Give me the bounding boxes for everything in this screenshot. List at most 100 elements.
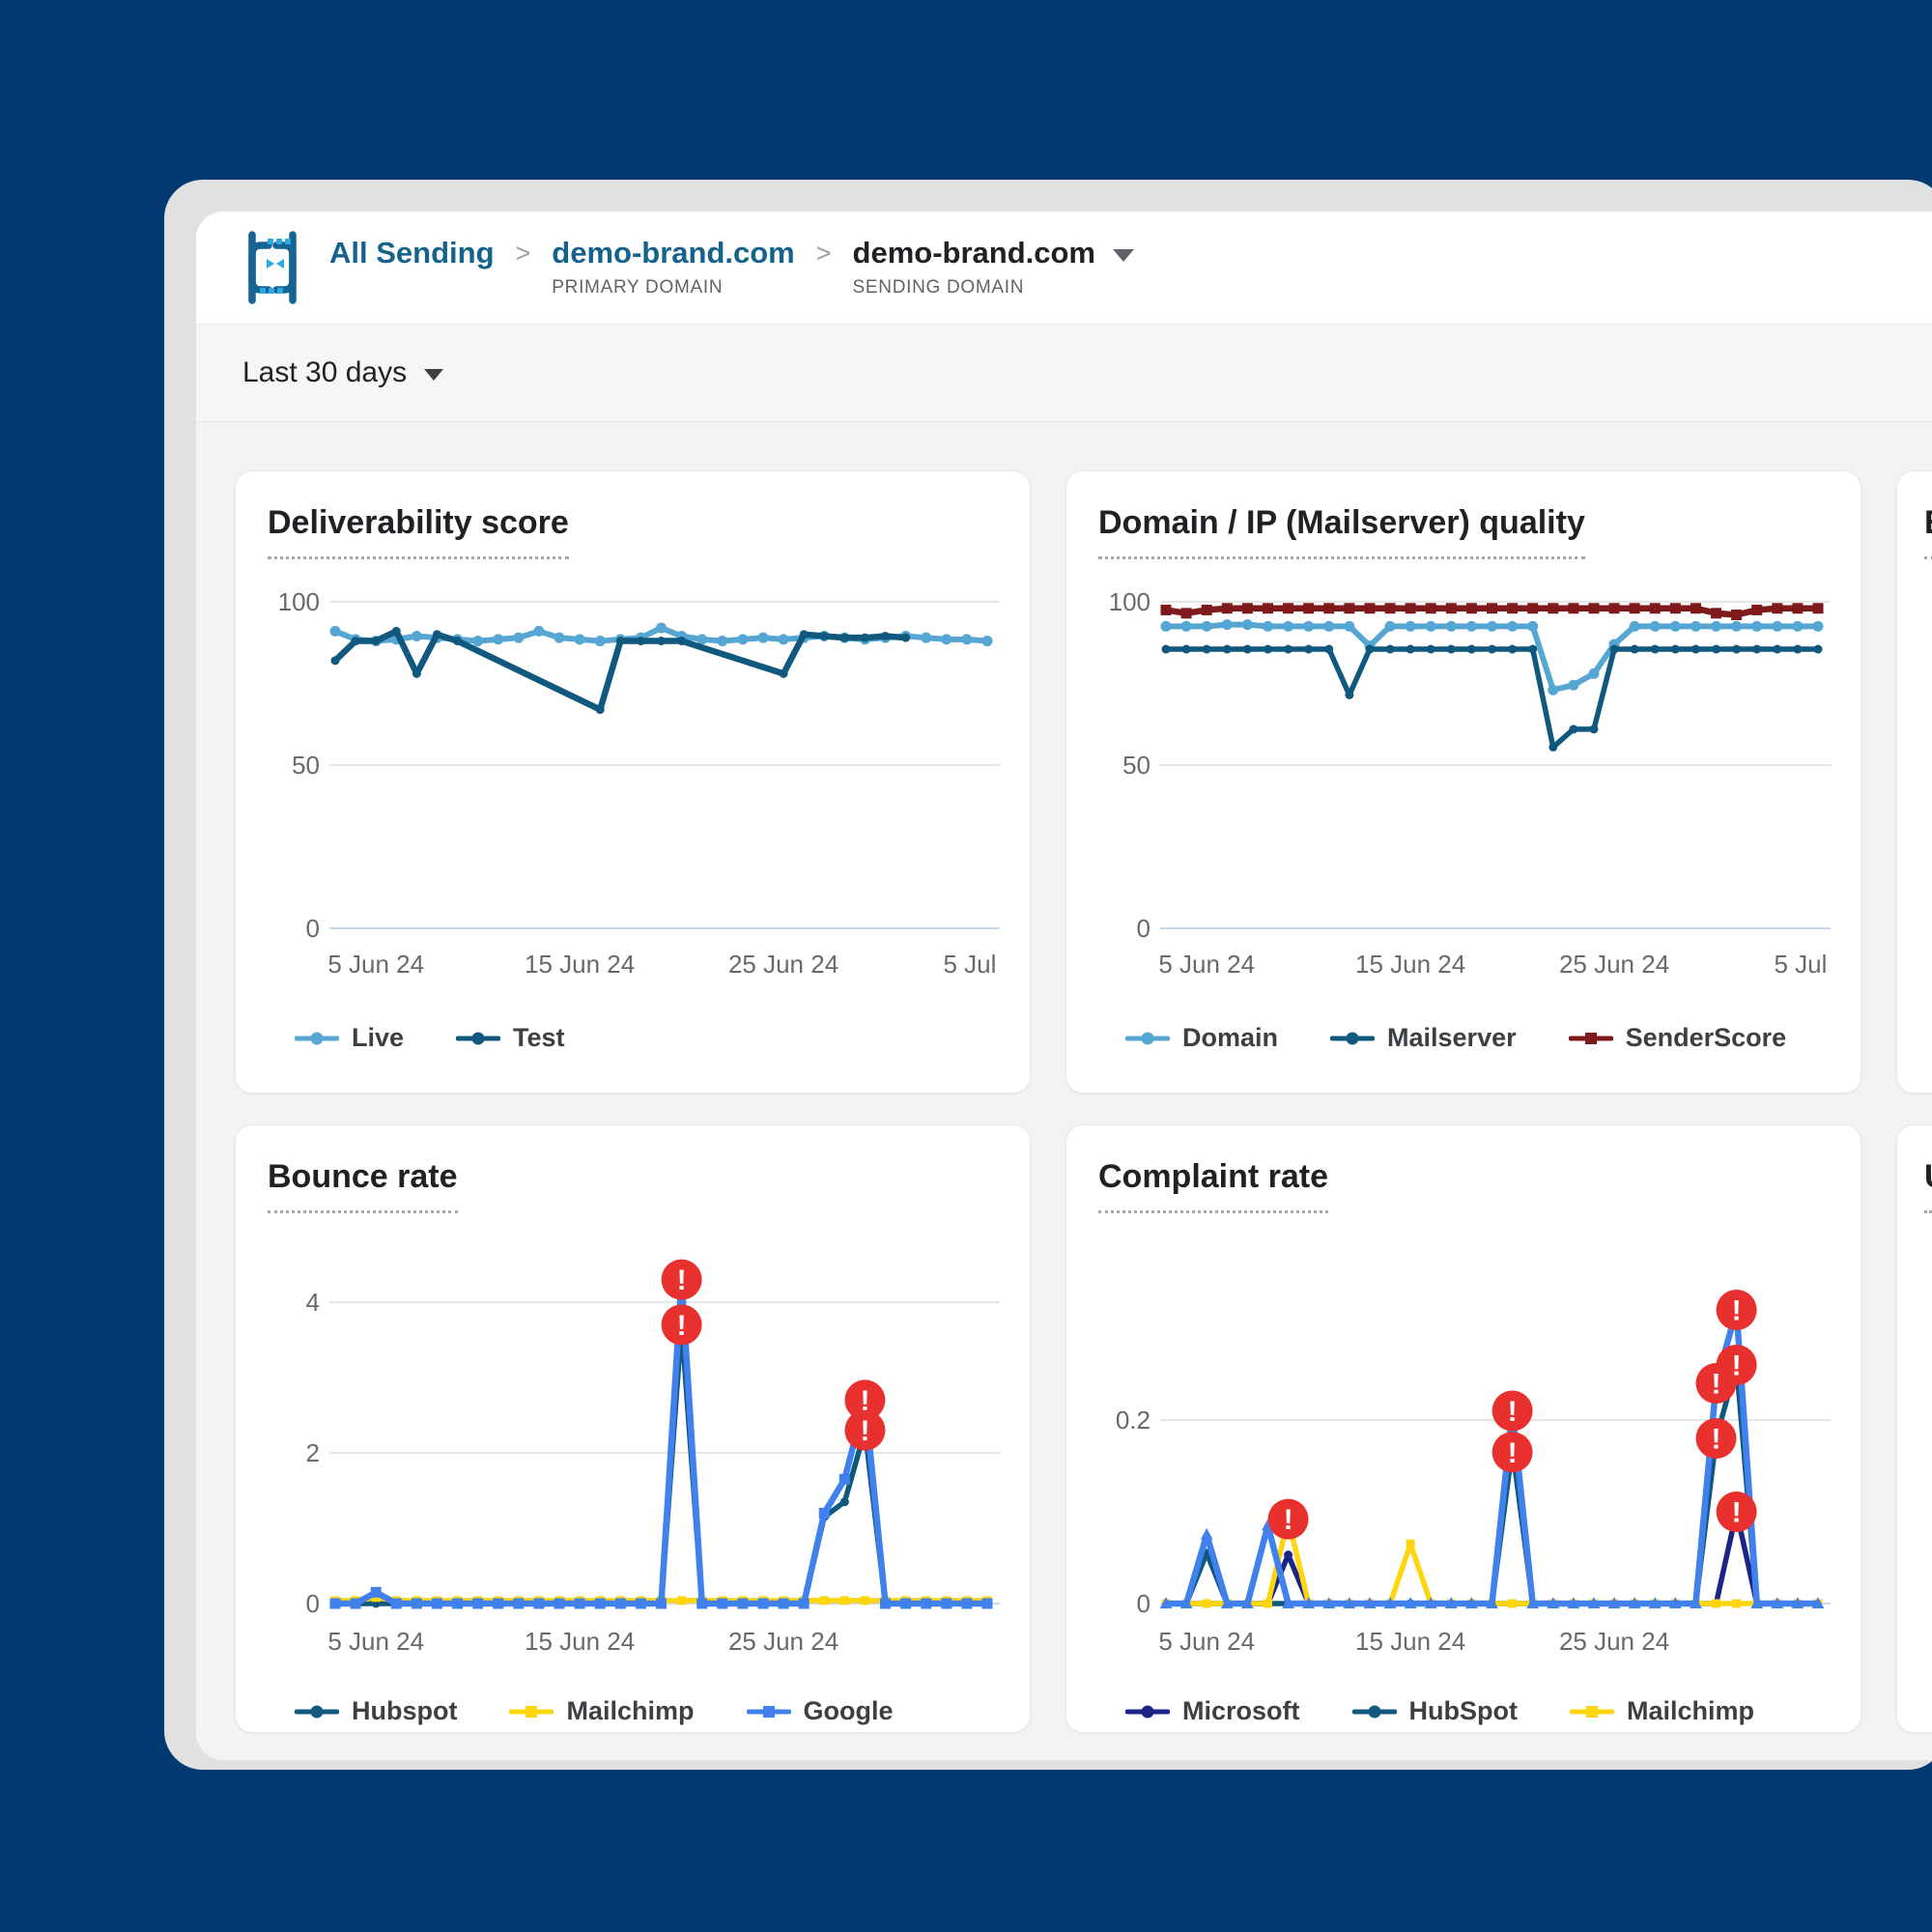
series-marker-google bbox=[1424, 1597, 1437, 1609]
legend-item-senderscore[interactable]: SenderScore bbox=[1568, 1023, 1787, 1053]
series-marker-senderscore bbox=[1344, 603, 1355, 614]
series-marker-test bbox=[371, 637, 381, 646]
series-marker-test bbox=[432, 630, 441, 639]
series-marker-google bbox=[1607, 1597, 1621, 1609]
series-marker-domain bbox=[1527, 620, 1539, 632]
series-marker-senderscore bbox=[1221, 603, 1233, 614]
series-marker-senderscore bbox=[1425, 603, 1436, 614]
series-marker-google bbox=[818, 1507, 830, 1519]
series-marker-domain bbox=[1548, 684, 1559, 696]
y-axis-label: 0 bbox=[306, 1589, 320, 1618]
chevron-down-icon[interactable] bbox=[424, 369, 444, 381]
svg-text:!: ! bbox=[677, 1264, 687, 1296]
legend-item-domain[interactable]: Domain bbox=[1125, 1023, 1278, 1053]
chart-legend: Domain Mailserver SenderScore bbox=[1098, 1023, 1829, 1053]
breadcrumb-item-sending-domain[interactable]: demo-brand.com SENDING DOMAIN bbox=[853, 237, 1134, 298]
svg-text:!: ! bbox=[1732, 1497, 1742, 1529]
chevron-right-icon: > bbox=[815, 239, 832, 269]
legend-label: HubSpot bbox=[1408, 1696, 1518, 1726]
legend-item-hubspot[interactable]: HubSpot bbox=[1351, 1696, 1518, 1726]
series-marker-domain bbox=[1160, 620, 1172, 632]
series-line-mailserver bbox=[1163, 646, 1821, 751]
legend-label: Mailchimp bbox=[1626, 1696, 1755, 1726]
breadcrumb-item-primary-domain[interactable]: demo-brand.com PRIMARY DOMAIN bbox=[552, 237, 794, 298]
series-marker-mailserver bbox=[1181, 644, 1191, 654]
series-marker-mailchimp bbox=[1712, 1599, 1721, 1608]
series-marker-test bbox=[391, 627, 401, 637]
series-marker-google bbox=[1771, 1597, 1784, 1609]
series-marker-senderscore bbox=[1772, 603, 1783, 614]
series-marker-domain bbox=[1731, 620, 1743, 632]
series-marker-test bbox=[595, 705, 605, 715]
y-axis-label: 100 bbox=[278, 587, 320, 616]
series-marker-google bbox=[594, 1598, 606, 1609]
breadcrumb-current-dropdown[interactable]: demo-brand.com bbox=[853, 237, 1134, 270]
series-marker-google bbox=[900, 1598, 912, 1609]
y-axis-label: 0 bbox=[1137, 1589, 1151, 1618]
series-marker-live bbox=[941, 634, 952, 645]
chart-legend: MicrosoftHubSpotMailchimpGoogle bbox=[1098, 1696, 1829, 1732]
series-marker-domain bbox=[1588, 668, 1600, 679]
series-marker-google bbox=[614, 1598, 626, 1609]
legend-item-mailchimp[interactable]: Mailchimp bbox=[509, 1696, 695, 1726]
y-axis-label: 50 bbox=[292, 751, 320, 780]
series-marker-senderscore bbox=[1588, 603, 1600, 614]
series-marker-domain bbox=[1792, 620, 1804, 632]
legend-swatch bbox=[1125, 1032, 1170, 1045]
warning-icon: ! bbox=[844, 1379, 886, 1421]
x-axis-label: 15 Jun 24 bbox=[1355, 1627, 1465, 1656]
legend-item-google[interactable]: Google bbox=[746, 1696, 894, 1726]
date-range-selector[interactable]: Last 30 days bbox=[242, 356, 408, 388]
series-marker-hubspot bbox=[839, 1497, 849, 1507]
card-deliverability-score: Deliverability score 0 50 100 5 Jun 24 15 Ju… bbox=[235, 470, 1031, 1094]
dashboard-content: Deliverability score 0 50 100 5 Jun 24 15 Ju… bbox=[196, 422, 1932, 1760]
chart-canvas: 0 50 100 5 Jun 24 15 Jun 24 25 Jun 24 5 Jul 24 bbox=[1109, 587, 1831, 979]
series-marker-senderscore bbox=[1303, 603, 1315, 614]
breadcrumb-current-label: demo-brand.com bbox=[852, 236, 1095, 270]
breadcrumb-item-all-sending[interactable]: All Sending bbox=[329, 237, 495, 270]
legend-item-test[interactable]: Test bbox=[456, 1023, 565, 1053]
series-marker-google bbox=[737, 1598, 749, 1609]
chart-canvas: 0 0.2 5 Jun 24 15 Jun 24 25 Jun 24!!!!!!!! bbox=[1116, 1290, 1831, 1656]
series-marker-google bbox=[411, 1598, 422, 1609]
series-marker-test bbox=[615, 637, 625, 646]
warning-icon: ! bbox=[1492, 1432, 1533, 1473]
legend-label: SenderScore bbox=[1625, 1023, 1787, 1053]
series-marker-google bbox=[1811, 1597, 1825, 1609]
legend-item-mailserver[interactable]: Mailserver bbox=[1330, 1023, 1517, 1053]
chart-canvas: 0 2 4 5 Jun 24 15 Jun 24 25 Jun 24!!!! bbox=[306, 1259, 1000, 1656]
series-marker-mailserver bbox=[1242, 644, 1252, 654]
x-axis-label: 5 Jul 24 bbox=[1774, 950, 1831, 979]
series-marker-mailserver bbox=[1690, 644, 1700, 654]
series-marker-senderscore bbox=[1751, 605, 1763, 616]
series-marker-domain bbox=[1669, 620, 1681, 632]
series-marker-senderscore bbox=[1364, 603, 1376, 614]
chart-canvas: 0 50 100 5 Jun 24 15 Jun 24 25 Jun 24 5 Jul 24 bbox=[278, 587, 1000, 979]
legend-item-hubspot[interactable]: Hubspot bbox=[295, 1696, 457, 1726]
series-marker-mailchimp bbox=[860, 1596, 869, 1605]
series-marker-test bbox=[330, 656, 340, 666]
series-marker-mailserver bbox=[1630, 644, 1639, 654]
legend-marker bbox=[1585, 1705, 1598, 1718]
breadcrumb-link[interactable]: demo-brand.com bbox=[552, 236, 795, 270]
series-marker-mailserver bbox=[1345, 690, 1354, 699]
series-marker-domain bbox=[1201, 620, 1212, 632]
x-axis-label: 15 Jun 24 bbox=[525, 950, 635, 979]
series-marker-mailserver bbox=[1324, 644, 1334, 654]
legend-item-mailchimp[interactable]: Mailchimp bbox=[1569, 1696, 1755, 1726]
series-marker-domain bbox=[1283, 620, 1294, 632]
x-axis-label: 15 Jun 24 bbox=[525, 1627, 635, 1656]
breadcrumb-link[interactable]: All Sending bbox=[329, 236, 495, 270]
series-marker-google bbox=[1587, 1597, 1601, 1609]
series-marker-mailserver bbox=[1406, 644, 1415, 654]
legend-item-microsoft[interactable]: Microsoft bbox=[1125, 1696, 1300, 1726]
series-marker-senderscore bbox=[1201, 605, 1212, 616]
series-marker-google bbox=[329, 1598, 341, 1609]
series-marker-google bbox=[1363, 1597, 1377, 1609]
legend-label: Domain bbox=[1182, 1023, 1279, 1053]
breadcrumb-sublabel: PRIMARY DOMAIN bbox=[552, 276, 724, 298]
legend-item-live[interactable]: Live bbox=[295, 1023, 404, 1053]
series-marker-mailserver bbox=[1222, 644, 1232, 654]
series-marker-google bbox=[1159, 1597, 1173, 1609]
series-marker-mailserver bbox=[1650, 644, 1660, 654]
